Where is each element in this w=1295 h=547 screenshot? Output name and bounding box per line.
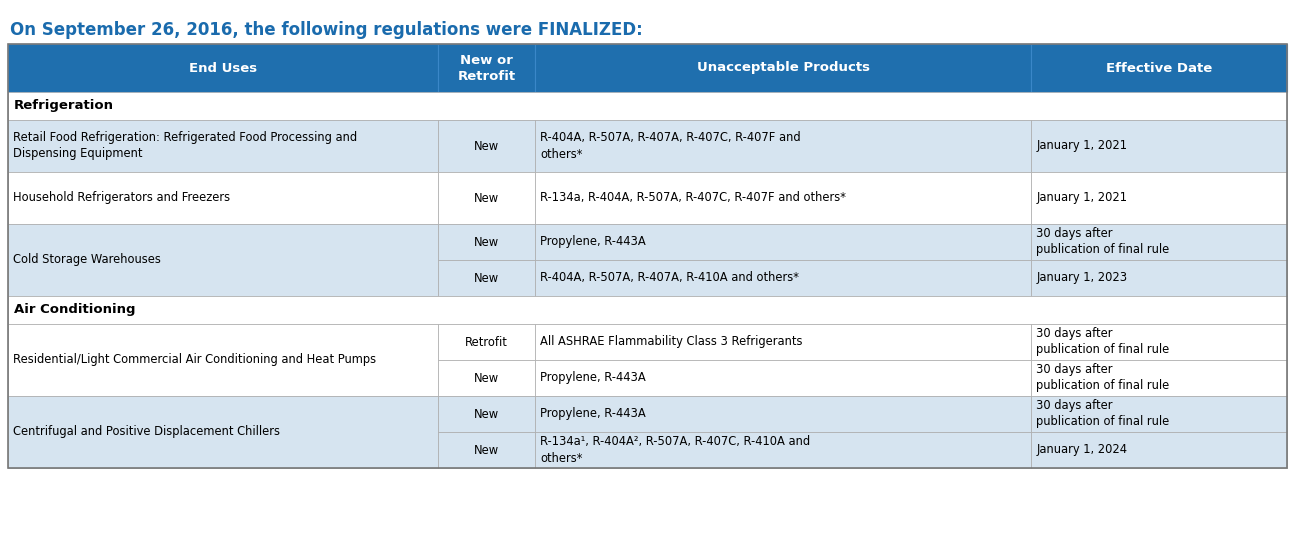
- Bar: [1031, 432, 1287, 468]
- Bar: [535, 44, 1031, 92]
- Bar: [8, 44, 438, 92]
- Text: R-404A, R-507A, R-407A, R-410A and others*: R-404A, R-507A, R-407A, R-410A and other…: [540, 271, 799, 284]
- Text: Effective Date: Effective Date: [1106, 61, 1212, 74]
- Bar: [535, 260, 1031, 296]
- Bar: [535, 120, 1031, 172]
- Text: New or
Retrofit: New or Retrofit: [457, 54, 515, 83]
- Text: New: New: [474, 371, 499, 385]
- Text: Propylene, R-443A: Propylene, R-443A: [540, 371, 646, 385]
- Text: R-404A, R-507A, R-407A, R-407C, R-407F and
others*: R-404A, R-507A, R-407A, R-407C, R-407F a…: [540, 131, 800, 160]
- Text: Cold Storage Warehouses: Cold Storage Warehouses: [13, 253, 161, 266]
- Bar: [1031, 224, 1287, 260]
- Bar: [438, 324, 535, 360]
- Text: January 1, 2021: January 1, 2021: [1036, 139, 1127, 153]
- Bar: [1031, 360, 1287, 396]
- Bar: [8, 224, 438, 296]
- Bar: [8, 396, 438, 468]
- Bar: [438, 432, 535, 468]
- Text: 30 days after
publication of final rule: 30 days after publication of final rule: [1036, 364, 1169, 393]
- Text: All ASHRAE Flammability Class 3 Refrigerants: All ASHRAE Flammability Class 3 Refriger…: [540, 335, 803, 348]
- Bar: [438, 44, 535, 92]
- Text: R-134a, R-404A, R-507A, R-407C, R-407F and others*: R-134a, R-404A, R-507A, R-407C, R-407F a…: [540, 191, 846, 205]
- Bar: [535, 172, 1031, 224]
- Text: 30 days after
publication of final rule: 30 days after publication of final rule: [1036, 399, 1169, 428]
- Bar: [1031, 172, 1287, 224]
- Bar: [438, 120, 535, 172]
- Text: Retail Food Refrigeration: Refrigerated Food Processing and
Dispensing Equipment: Retail Food Refrigeration: Refrigerated …: [13, 131, 357, 160]
- Text: R-134a¹, R-404A², R-507A, R-407C, R-410A and
others*: R-134a¹, R-404A², R-507A, R-407C, R-410A…: [540, 435, 811, 464]
- Bar: [438, 260, 535, 296]
- Text: January 1, 2024: January 1, 2024: [1036, 444, 1127, 457]
- Text: January 1, 2021: January 1, 2021: [1036, 191, 1127, 205]
- Bar: [535, 360, 1031, 396]
- Text: New: New: [474, 191, 499, 205]
- Text: New: New: [474, 408, 499, 421]
- Bar: [1031, 396, 1287, 432]
- Text: Household Refrigerators and Freezers: Household Refrigerators and Freezers: [13, 191, 231, 205]
- Text: Refrigeration: Refrigeration: [14, 100, 114, 113]
- Text: 30 days after
publication of final rule: 30 days after publication of final rule: [1036, 228, 1169, 257]
- Text: New: New: [474, 236, 499, 248]
- Bar: [535, 324, 1031, 360]
- Text: Air Conditioning: Air Conditioning: [14, 304, 136, 317]
- Bar: [8, 92, 1287, 120]
- Text: On September 26, 2016, the following regulations were FINALIZED:: On September 26, 2016, the following reg…: [10, 21, 642, 39]
- Bar: [1031, 44, 1287, 92]
- Bar: [1031, 324, 1287, 360]
- Bar: [8, 172, 438, 224]
- Text: Unacceptable Products: Unacceptable Products: [697, 61, 869, 74]
- Text: New: New: [474, 139, 499, 153]
- Bar: [1031, 120, 1287, 172]
- Bar: [8, 120, 438, 172]
- Bar: [438, 396, 535, 432]
- Bar: [438, 360, 535, 396]
- Text: Propylene, R-443A: Propylene, R-443A: [540, 236, 646, 248]
- Bar: [8, 44, 1287, 468]
- Text: New: New: [474, 444, 499, 457]
- Text: Retrofit: Retrofit: [465, 335, 508, 348]
- Bar: [535, 432, 1031, 468]
- Bar: [8, 296, 1287, 324]
- Bar: [535, 396, 1031, 432]
- Bar: [535, 224, 1031, 260]
- Text: January 1, 2023: January 1, 2023: [1036, 271, 1128, 284]
- Text: Centrifugal and Positive Displacement Chillers: Centrifugal and Positive Displacement Ch…: [13, 426, 280, 439]
- Bar: [438, 172, 535, 224]
- Text: End Uses: End Uses: [189, 61, 256, 74]
- Text: New: New: [474, 271, 499, 284]
- Text: Residential/Light Commercial Air Conditioning and Heat Pumps: Residential/Light Commercial Air Conditi…: [13, 353, 376, 366]
- Text: Propylene, R-443A: Propylene, R-443A: [540, 408, 646, 421]
- Bar: [1031, 260, 1287, 296]
- Text: 30 days after
publication of final rule: 30 days after publication of final rule: [1036, 328, 1169, 357]
- Bar: [8, 324, 438, 396]
- Bar: [438, 224, 535, 260]
